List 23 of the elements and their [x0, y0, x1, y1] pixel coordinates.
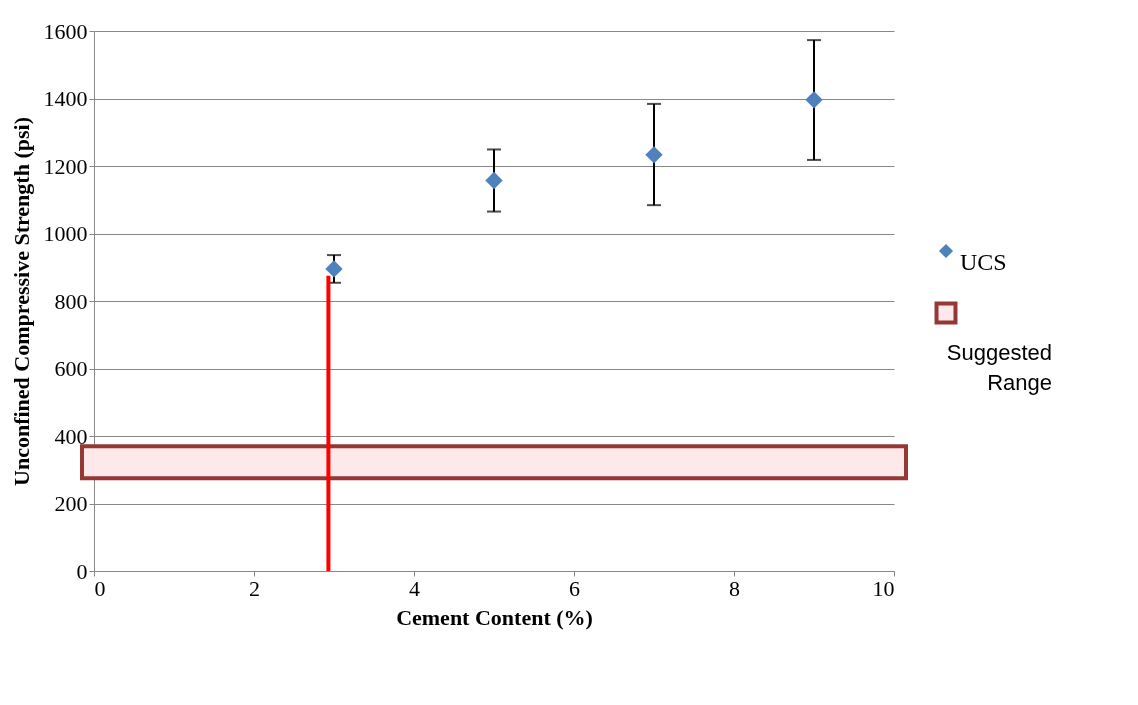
point: [645, 146, 663, 164]
y-tick-label: 1000: [43, 221, 88, 246]
y-tick-label: 600: [54, 356, 88, 381]
y-tick-label: 400: [54, 423, 88, 449]
y-tick-label: 800: [54, 288, 88, 314]
x-axis-title: Cement Content (%): [396, 604, 593, 630]
y-tick-label: 1200: [43, 153, 88, 179]
x-tick-label: 8: [729, 575, 740, 601]
x-tick-label: 6: [569, 575, 580, 601]
legend-label: UCS: [960, 249, 1007, 275]
y-tick-label: 200: [54, 491, 88, 516]
point: [485, 171, 503, 190]
x-tick-label: 2: [249, 575, 260, 601]
x-tick-label: 10: [872, 575, 895, 601]
y-tick-label: 1400: [43, 86, 88, 111]
legend-label: Suggested Range: [946, 340, 1052, 395]
x-tick-label: 4: [409, 575, 420, 601]
point: [805, 91, 823, 109]
y-tick-label: 1600: [43, 18, 88, 44]
y-axis-title: Unconfined Compressive Strength (psi): [8, 117, 34, 486]
point: [325, 260, 343, 278]
y-tick-label: 0: [76, 558, 88, 584]
x-tick-label: 0: [94, 575, 106, 601]
